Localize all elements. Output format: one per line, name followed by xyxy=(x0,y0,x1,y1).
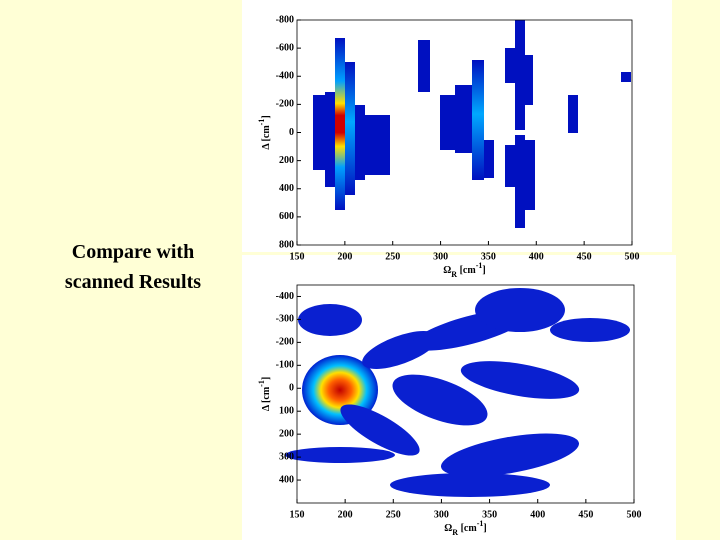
x-axis-label: ΩR [cm-1] xyxy=(444,519,486,537)
y-tick-label: 400 xyxy=(279,474,294,485)
x-axis-label-part: -1 xyxy=(476,261,483,270)
x-axis-label-part: [cm xyxy=(458,523,477,534)
x-tick-label: 450 xyxy=(578,509,593,520)
y-tick-label: 300 xyxy=(279,451,294,462)
y-axis-label-part: ] xyxy=(261,377,272,380)
x-axis-label-part: ] xyxy=(482,265,485,276)
y-tick-label: 400 xyxy=(279,183,294,194)
y-axis-label: Δ [cm-1] xyxy=(257,377,272,411)
heatmap-top xyxy=(313,20,631,228)
y-tick-label: -200 xyxy=(276,99,294,110)
y-tick-label: -400 xyxy=(276,71,294,82)
x-tick-label: 500 xyxy=(625,251,640,262)
x-tick-label: 150 xyxy=(290,251,305,262)
heatmap-bottom xyxy=(285,288,630,497)
x-tick-label: 400 xyxy=(529,251,544,262)
x-tick-label: 400 xyxy=(530,509,545,520)
y-tick-label: 800 xyxy=(279,239,294,250)
y-tick-label: -300 xyxy=(276,314,294,325)
x-tick-label: 250 xyxy=(386,509,401,520)
x-tick-label: 250 xyxy=(385,251,400,262)
y-tick-label: 100 xyxy=(279,406,294,417)
y-tick-label: 0 xyxy=(289,383,294,394)
x-tick-label: 200 xyxy=(338,509,353,520)
x-axis-label-part: [cm xyxy=(457,265,476,276)
y-axis-label-part: [cm xyxy=(261,125,272,144)
x-tick-label: 200 xyxy=(337,251,352,262)
y-tick-label: 200 xyxy=(279,155,294,166)
y-tick-label: 600 xyxy=(279,211,294,222)
x-tick-label: 500 xyxy=(627,509,642,520)
y-tick-label: -800 xyxy=(276,14,294,25)
caption: Compare with xyxy=(72,241,194,263)
x-axis-label-part: Ω xyxy=(444,523,452,534)
x-tick-label: 350 xyxy=(482,509,497,520)
y-tick-label: -200 xyxy=(276,337,294,348)
y-axis-label-part: Δ xyxy=(261,404,272,411)
y-axis-label: Δ [cm-1] xyxy=(257,115,272,149)
y-tick-label: -600 xyxy=(276,42,294,53)
y-tick-label: -400 xyxy=(276,291,294,302)
x-tick-label: 300 xyxy=(434,509,449,520)
y-axis-label-part: [cm xyxy=(261,386,272,405)
axes-box xyxy=(296,284,635,504)
x-axis-label-part: ] xyxy=(483,523,486,534)
x-axis-label-part: -1 xyxy=(477,519,484,528)
x-tick-label: 150 xyxy=(290,509,305,520)
y-axis-label-part: -1 xyxy=(257,119,266,126)
y-tick-label: 200 xyxy=(279,428,294,439)
x-axis-label-part: R xyxy=(451,270,457,279)
x-tick-label: 350 xyxy=(481,251,496,262)
y-axis-label-part: Δ xyxy=(261,143,272,150)
x-tick-label: 450 xyxy=(577,251,592,262)
caption: scanned Results xyxy=(65,271,201,293)
x-tick-label: 300 xyxy=(433,251,448,262)
y-axis-label-part: ] xyxy=(261,115,272,118)
y-tick-label: 0 xyxy=(289,127,294,138)
y-axis-label-part: -1 xyxy=(257,380,266,387)
x-axis-label: ΩR [cm-1] xyxy=(443,261,485,279)
x-axis-label-part: R xyxy=(452,528,458,537)
y-tick-label: -100 xyxy=(276,360,294,371)
x-axis-label-part: Ω xyxy=(443,265,451,276)
